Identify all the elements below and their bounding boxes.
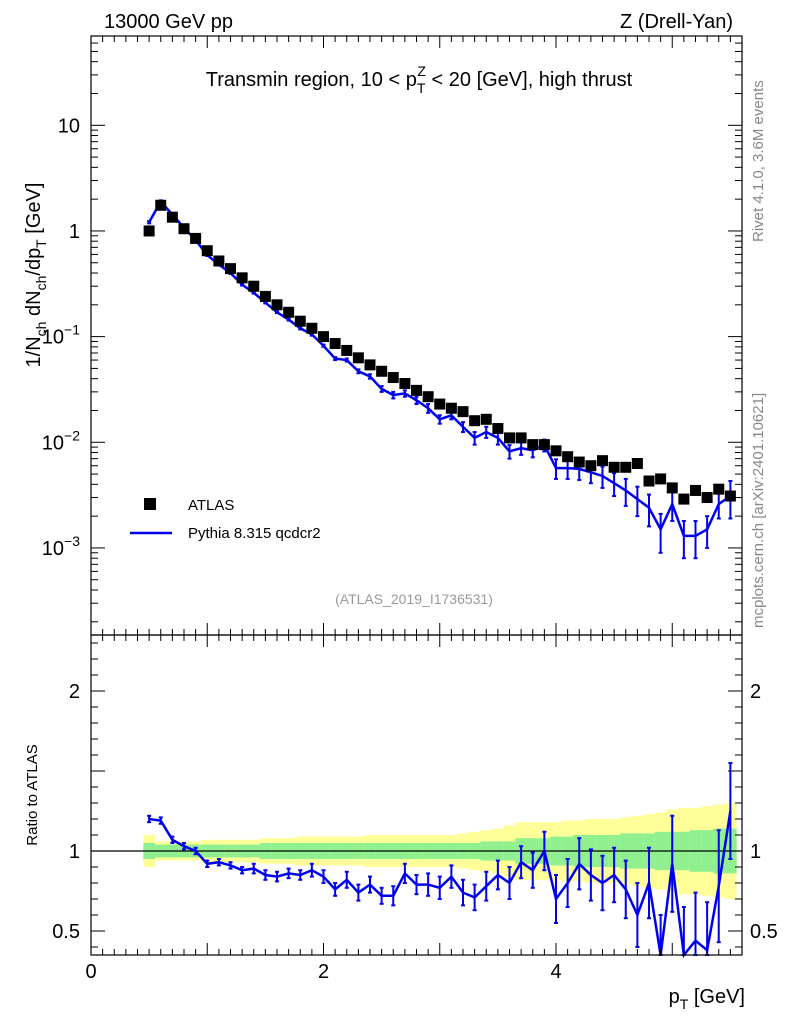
data-point: [724, 490, 736, 502]
data-point: [190, 232, 202, 244]
data-point: [678, 493, 690, 505]
ratio-tick-label-left: 1: [69, 841, 80, 863]
ratio-tick-label-left: 0.5: [52, 921, 80, 943]
data-point: [690, 484, 701, 496]
data-point: [248, 280, 260, 292]
y-tick-label: 10−2: [42, 427, 80, 454]
data-point: [480, 413, 492, 425]
data-point: [259, 290, 271, 302]
x-tick-label: 0: [85, 961, 96, 983]
data-point: [376, 365, 388, 377]
data-point: [387, 372, 399, 384]
x-tick-label: 2: [318, 961, 329, 983]
data-point: [562, 451, 574, 463]
ratio-mc-line: [148, 810, 732, 959]
legend-data-marker: [144, 498, 156, 510]
mc-line: [148, 199, 732, 538]
data-point: [469, 415, 481, 427]
data-point: [225, 263, 236, 275]
data-point: [213, 255, 225, 267]
data-point: [178, 223, 190, 235]
data-point: [352, 352, 364, 364]
data-point: [434, 398, 446, 410]
data-point: [585, 460, 597, 472]
plot-title: Transmin region, 10 < pTZ < 20 [GeV], hi…: [206, 63, 633, 96]
ratio-tick-label-left: 2: [69, 681, 80, 703]
ratio-frame: [90, 634, 743, 956]
process-label: Z (Drell-Yan): [620, 11, 733, 33]
main-frame: [90, 35, 743, 636]
data-point: [271, 299, 283, 311]
data-point: [329, 338, 341, 350]
energy-label: 13000 GeV pp: [104, 11, 233, 33]
data-point: [701, 492, 713, 504]
data-point: [283, 306, 295, 318]
data-point: [643, 475, 655, 487]
data-point: [155, 199, 167, 211]
y-tick-label: 10−3: [42, 533, 80, 560]
data-point: [166, 211, 178, 223]
data-point: [666, 482, 678, 494]
ratio-tick-label-right: 2: [750, 681, 761, 703]
data-point: [713, 483, 725, 495]
y-tick-label: 10−1: [42, 322, 80, 349]
y-tick-label: 10: [58, 115, 80, 137]
data-point: [608, 461, 620, 473]
data-point: [573, 456, 585, 468]
data-point: [411, 384, 422, 396]
y-tick-label: 1: [69, 221, 80, 243]
main-plot: [143, 199, 736, 560]
data-point: [364, 359, 376, 371]
data-point: [597, 455, 608, 467]
data-point: [631, 457, 643, 469]
data-point: [318, 331, 329, 343]
data-point: [620, 461, 632, 473]
analysis-tag: (ATLAS_2019_I1736531): [335, 591, 493, 607]
data-point: [655, 473, 667, 485]
x-axis-label: pT [GeV]: [669, 986, 745, 1012]
ratio-axis-label: Ratio to ATLAS: [24, 744, 41, 845]
data-point: [504, 432, 515, 444]
legend-mc-label: Pythia 8.315 qcdcr2: [188, 525, 321, 542]
data-point: [445, 402, 457, 414]
data-point: [306, 322, 318, 334]
legend-data-label: ATLAS: [188, 497, 234, 514]
data-point: [527, 439, 539, 451]
ratio-tick-label-right: 0.5: [750, 921, 778, 943]
site-label: mcplots.cern.ch [arXiv:2401.10621]: [750, 393, 767, 628]
ratio-plot: [91, 762, 742, 959]
data-point: [399, 378, 411, 390]
ratio-tick-label-right: 1: [750, 841, 761, 863]
rivet-label: Rivet 4.1.0, 3.6M events: [750, 80, 767, 242]
data-point: [457, 406, 469, 418]
data-point: [538, 439, 550, 451]
data-point: [294, 315, 306, 327]
x-tick-label: 4: [550, 961, 561, 983]
data-point: [550, 445, 562, 457]
data-point: [143, 225, 155, 237]
data-point: [515, 432, 527, 444]
data-point: [492, 423, 504, 435]
data-point: [201, 245, 213, 257]
y-axis-label: 1/Nch dNch/dpT [GeV]: [23, 183, 49, 368]
data-point: [422, 391, 434, 403]
data-point: [341, 344, 353, 356]
data-point: [236, 272, 248, 284]
